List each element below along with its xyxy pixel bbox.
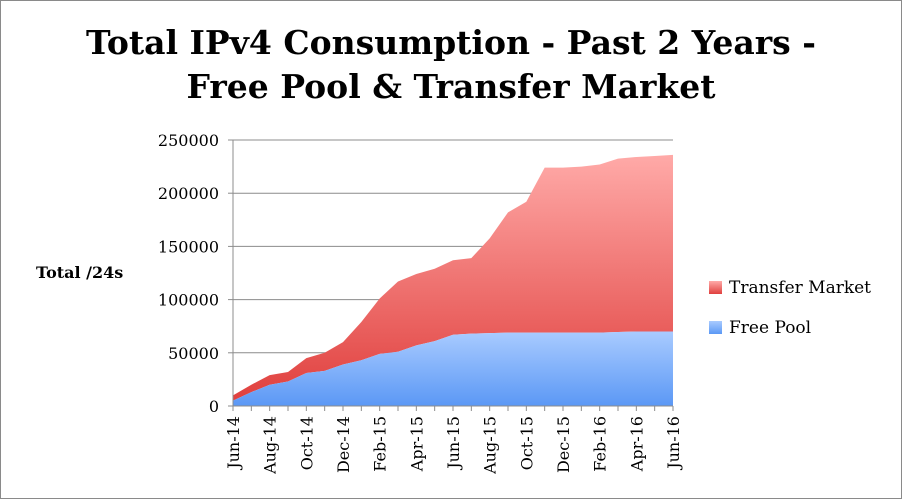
chart-title: Total IPv4 Consumption - Past 2 Years - …	[1, 21, 901, 109]
x-tick-label: Aug-14	[261, 416, 280, 475]
x-tick-label: Jun-16	[664, 416, 683, 471]
y-tick-label: 150000	[158, 237, 219, 256]
y-axis-label: Total /24s	[36, 263, 123, 282]
x-tick-label: Feb-16	[591, 416, 610, 472]
chart-title-line-1: Total IPv4 Consumption - Past 2 Years -	[86, 23, 816, 62]
series-area-free-pool	[233, 331, 673, 406]
y-tick-label: 250000	[158, 131, 219, 150]
x-tick-label: Feb-15	[371, 416, 390, 472]
x-tick-label: Dec-15	[554, 416, 573, 473]
x-tick-label: Oct-14	[297, 416, 316, 470]
legend: Transfer Market Free Pool	[709, 278, 871, 338]
chart-title-line-2: Free Pool & Transfer Market	[186, 67, 716, 106]
legend-label-free-pool: Free Pool	[729, 318, 811, 338]
y-tick-label: 200000	[158, 184, 219, 203]
x-tick-label: Jun-15	[444, 416, 463, 471]
y-tick-label: 50000	[168, 344, 219, 363]
y-tick-label: 0	[209, 397, 219, 416]
x-tick-label: Jun-14	[224, 416, 243, 471]
series-area-transfer-market	[233, 154, 673, 401]
legend-swatch-transfer-market	[709, 281, 722, 294]
x-tick-label: Dec-14	[334, 416, 353, 473]
y-tick-label: 100000	[158, 291, 219, 310]
x-tick-label: Apr-16	[627, 416, 646, 472]
legend-swatch-free-pool	[709, 321, 722, 334]
x-tick-label: Oct-15	[517, 416, 536, 470]
x-tick-label: Apr-15	[407, 416, 426, 472]
legend-label-transfer-market: Transfer Market	[729, 278, 871, 298]
x-tick-label: Aug-15	[481, 416, 500, 475]
plot-area: 0 50000 100000 150000 200000 250000 Jun-14 Aug-…	[158, 131, 683, 475]
